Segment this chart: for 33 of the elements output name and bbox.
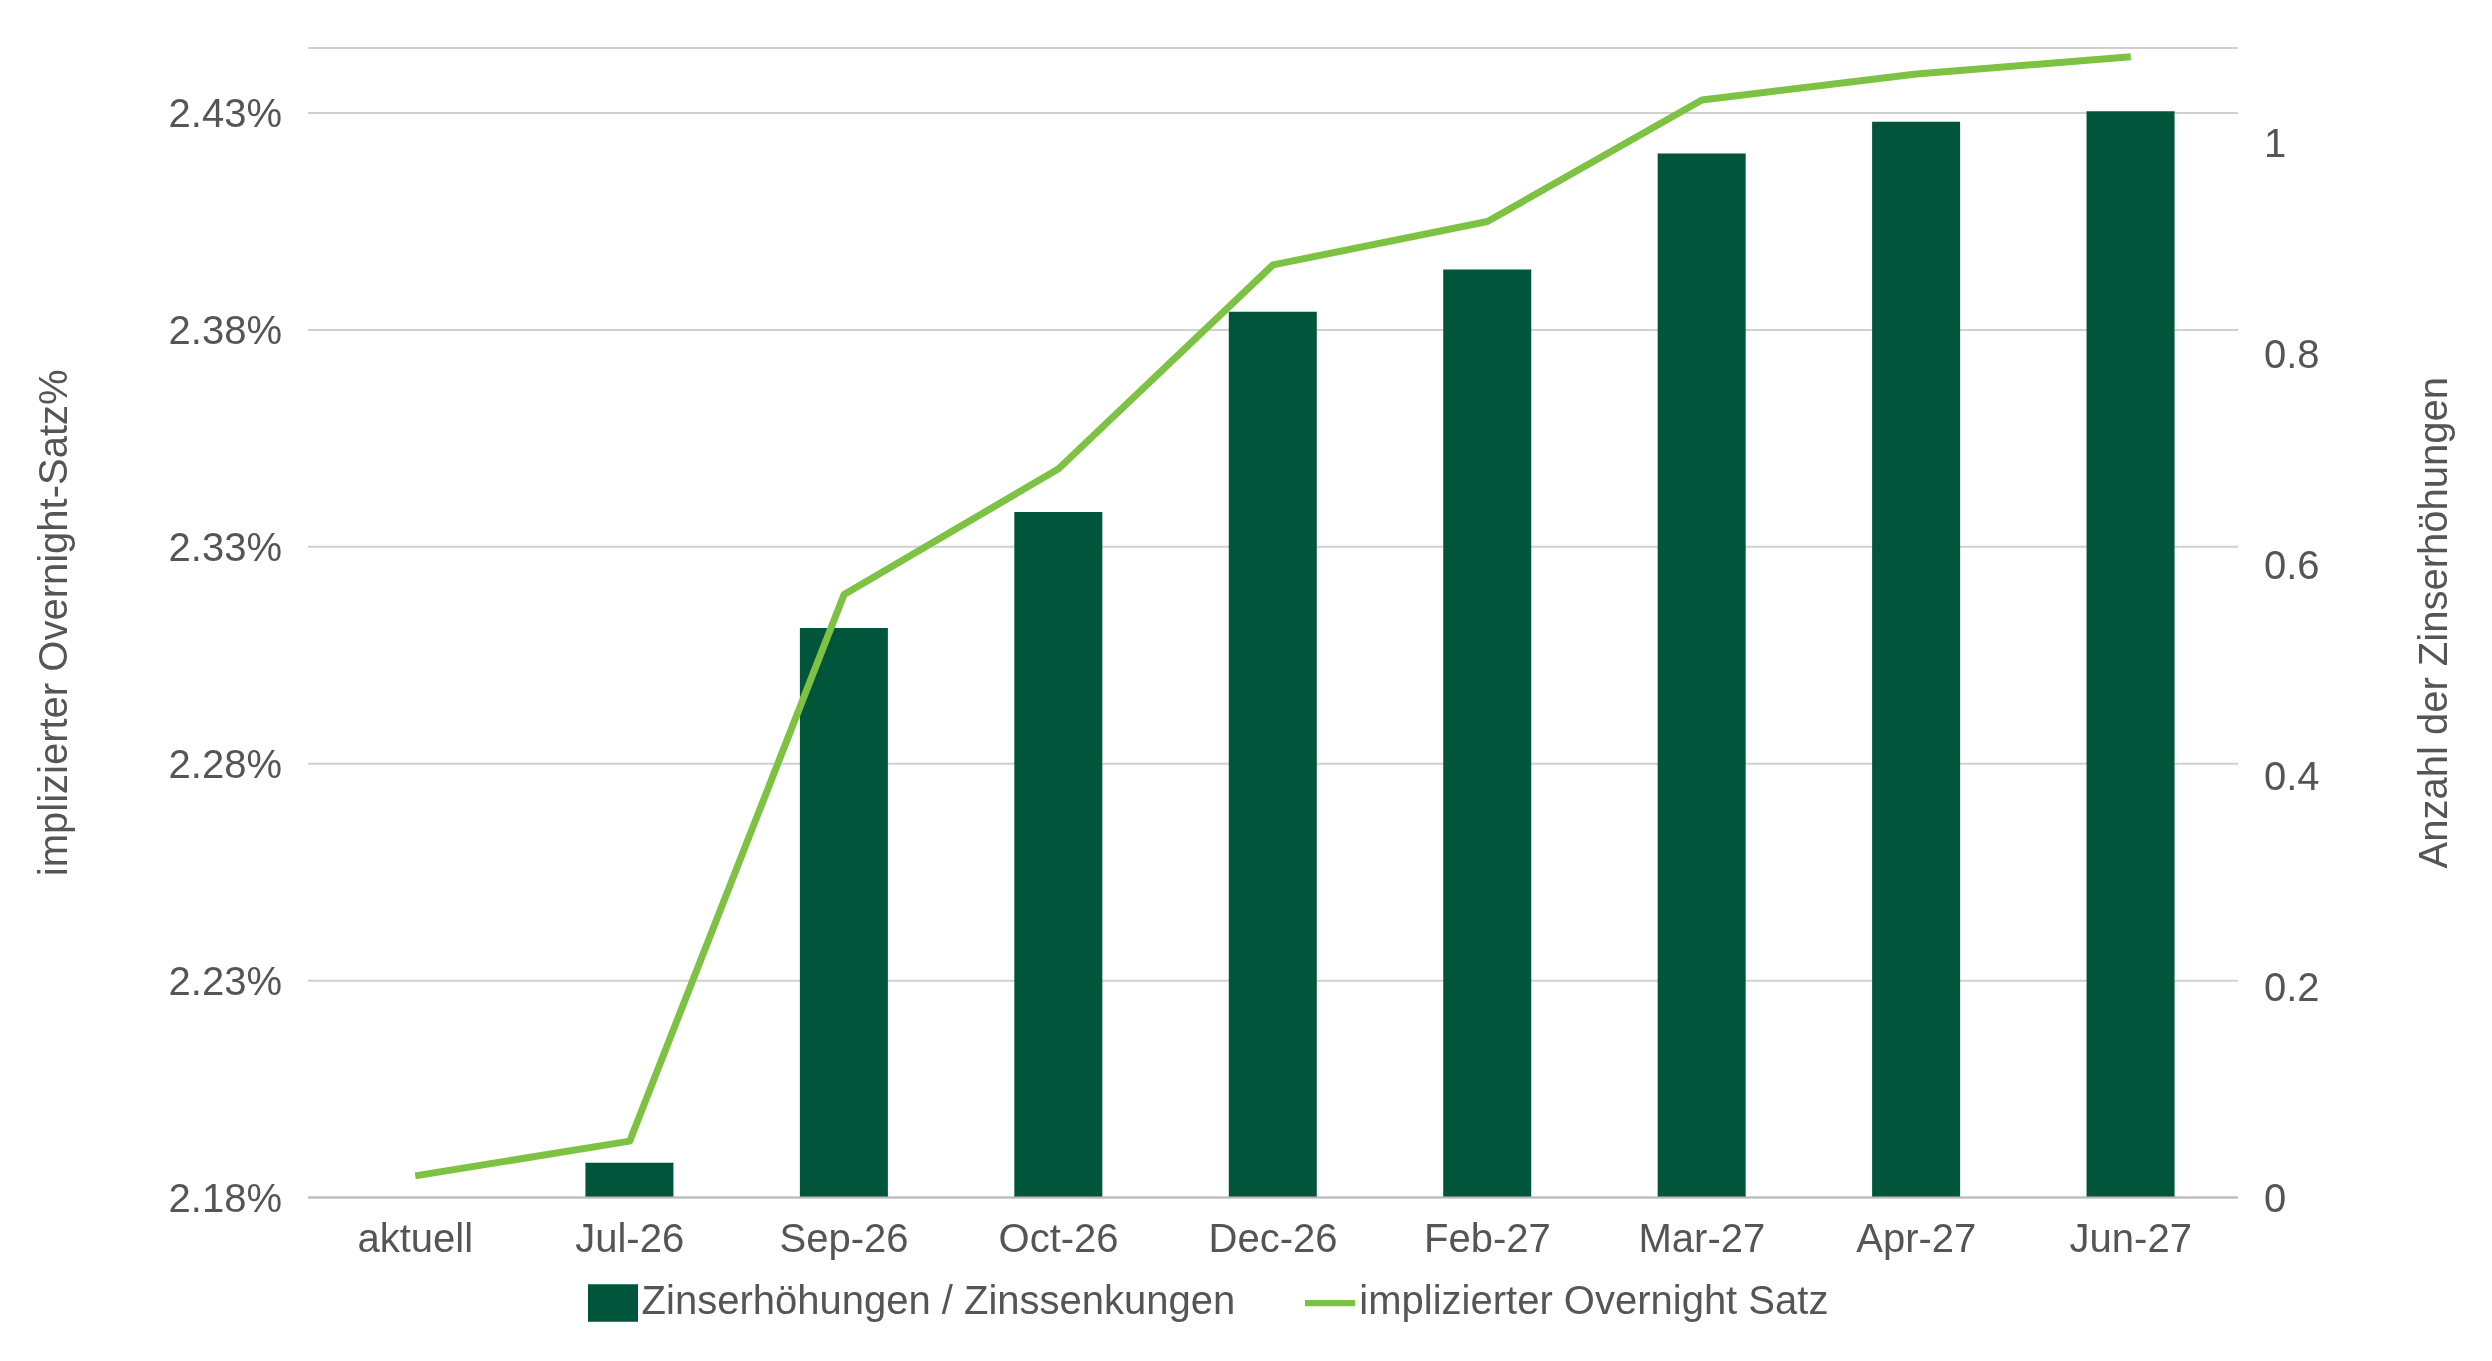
bar bbox=[1228, 311, 1317, 1198]
y2-tick-label: 0.6 bbox=[2264, 542, 2320, 587]
y2-axis-title: Anzahl der Zinserhöhungen bbox=[2411, 377, 2456, 869]
y2-tick-label: 0.4 bbox=[2264, 753, 2320, 798]
x-tick-label: Jun-27 bbox=[2069, 1215, 2192, 1260]
x-tick-label: Oct-26 bbox=[998, 1215, 1119, 1260]
y-tick-label: 2.28% bbox=[168, 741, 282, 786]
bar bbox=[585, 1162, 674, 1198]
y-tick-label: 2.38% bbox=[168, 308, 282, 353]
y-tick-label: 2.43% bbox=[168, 91, 282, 136]
legend-label: implizierter Overnight Satz bbox=[1359, 1277, 1829, 1322]
y-tick-label: 2.23% bbox=[168, 958, 282, 1003]
y2-tick-label: 0.2 bbox=[2264, 964, 2320, 1009]
x-tick-label: Dec-26 bbox=[1208, 1215, 1338, 1260]
y-tick-label: 2.33% bbox=[168, 525, 282, 570]
x-tick-label: Sep-26 bbox=[779, 1215, 909, 1260]
y-tick-label: 2.18% bbox=[168, 1175, 282, 1220]
bar bbox=[1443, 269, 1532, 1198]
bar bbox=[1014, 512, 1103, 1198]
y2-tick-label: 1 bbox=[2264, 121, 2287, 166]
legend-label: Zinserhöhungen / Zinssenkungen bbox=[641, 1277, 1236, 1322]
x-tick-label: Apr-27 bbox=[1856, 1215, 1977, 1260]
bar bbox=[2086, 111, 2175, 1198]
x-tick-label: Feb-27 bbox=[1424, 1215, 1551, 1260]
x-tick-label: aktuell bbox=[357, 1215, 474, 1260]
y-axis-title: implizierter Overnight-Satz% bbox=[31, 369, 76, 877]
x-tick-label: Jul-26 bbox=[575, 1215, 685, 1260]
bar bbox=[1657, 153, 1746, 1198]
bar bbox=[1872, 121, 1961, 1198]
bar bbox=[799, 628, 888, 1198]
x-tick-label: Mar-27 bbox=[1638, 1215, 1766, 1260]
y2-tick-label: 0.8 bbox=[2264, 332, 2320, 377]
y2-tick-label: 0 bbox=[2264, 1175, 2287, 1220]
